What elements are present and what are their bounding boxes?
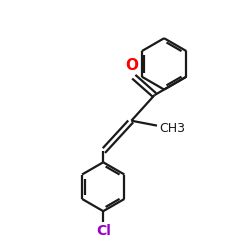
Text: CH3: CH3 <box>160 122 186 134</box>
Text: Cl: Cl <box>96 224 111 238</box>
Text: O: O <box>125 58 138 73</box>
